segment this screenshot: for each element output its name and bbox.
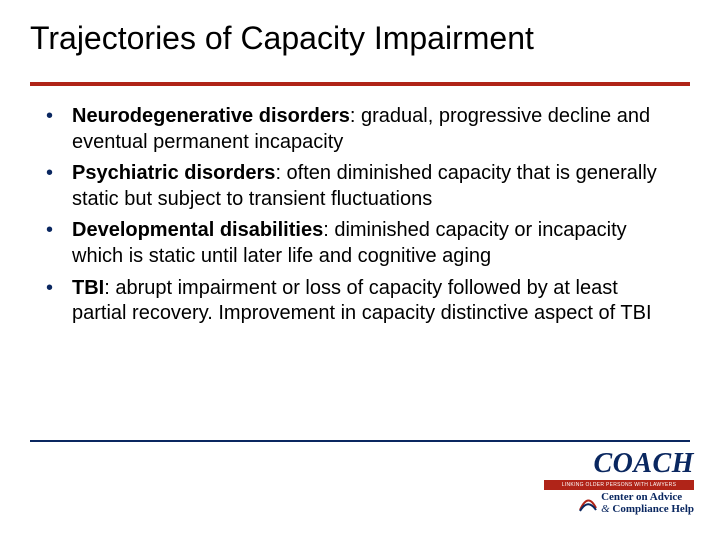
bullet-term: Neurodegenerative disorders (72, 105, 350, 127)
title-underline (30, 82, 690, 86)
logo-sub-line2: Compliance Help (612, 503, 694, 515)
bullet-term: Developmental disabilities (72, 219, 323, 241)
logo-red-band: LINKING OLDER PERSONS WITH LAWYERS (544, 480, 694, 490)
logo-main-text: COACH (544, 450, 694, 478)
bullet-term: TBI (72, 277, 104, 299)
slide: Trajectories of Capacity Impairment Neur… (0, 0, 720, 540)
list-item: Psychiatric disorders: often diminished … (46, 161, 666, 212)
logo-subline: Center on Advice & Compliance Help (544, 492, 694, 515)
bullet-term: Psychiatric disorders (72, 162, 275, 184)
slide-title: Trajectories of Capacity Impairment (30, 20, 534, 57)
logo-swoosh-icon (579, 496, 597, 512)
logo-sub-text: Center on Advice & Compliance Help (601, 492, 694, 515)
logo-sub-line1: Center on Advice (601, 491, 682, 503)
logo-sub-amp: & (601, 503, 610, 515)
list-item: Neurodegenerative disorders: gradual, pr… (46, 104, 666, 155)
logo-tagline: LINKING OLDER PERSONS WITH LAWYERS (562, 482, 676, 488)
footer-rule (30, 440, 690, 442)
list-item: Developmental disabilities: diminished c… (46, 218, 666, 269)
content-area: Neurodegenerative disorders: gradual, pr… (46, 104, 666, 333)
footer-logo: COACH LINKING OLDER PERSONS WITH LAWYERS… (544, 450, 694, 515)
bullet-rest: : abrupt impairment or loss of capacity … (72, 277, 652, 325)
list-item: TBI: abrupt impairment or loss of capaci… (46, 276, 666, 327)
bullet-list: Neurodegenerative disorders: gradual, pr… (46, 104, 666, 327)
